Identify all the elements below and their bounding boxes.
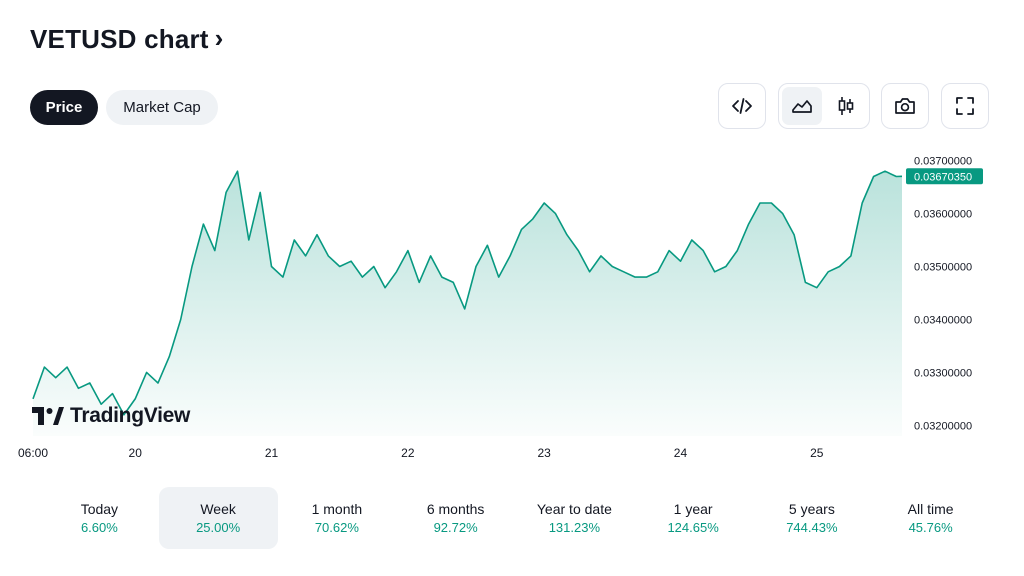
- period-change: 25.00%: [196, 520, 241, 535]
- period-label: Today: [80, 501, 119, 517]
- y-tick-label: 0.03200000: [914, 420, 972, 432]
- period-6-months[interactable]: 6 months 92.72%: [396, 487, 515, 549]
- period-label: 1 month: [311, 501, 363, 517]
- page-title-text: VETUSD chart: [30, 24, 209, 54]
- tradingview-logo-icon: [32, 407, 64, 425]
- camera-icon: [895, 98, 915, 114]
- period-1-year[interactable]: 1 year 124.65%: [634, 487, 753, 549]
- period-label: 5 years: [788, 501, 835, 517]
- chart-type-toggle: [778, 83, 870, 129]
- area-chart-icon: [792, 100, 812, 113]
- period-change: 45.76%: [908, 520, 953, 535]
- y-tick-label: 0.03700000: [914, 156, 972, 168]
- period-today[interactable]: Today 6.60%: [40, 487, 159, 549]
- x-tick-label: 06:00: [18, 446, 48, 460]
- period-year-to-date[interactable]: Year to date 131.23%: [515, 487, 634, 549]
- period-5-years[interactable]: 5 years 744.43%: [753, 487, 872, 549]
- screenshot-button[interactable]: [881, 83, 929, 129]
- period-change: 70.62%: [314, 520, 359, 535]
- x-tick-label: 23: [537, 446, 551, 460]
- x-tick-label: 22: [401, 446, 415, 460]
- last-price-marker: 0.03670350: [906, 168, 983, 185]
- period-selector: Today 6.60% Week 25.00% 1 month 70.62% 6…: [40, 487, 990, 549]
- tradingview-logo: TradingView: [32, 404, 190, 428]
- last-price-label: 0.03670350: [914, 171, 972, 183]
- tradingview-wordmark: TradingView: [70, 404, 191, 427]
- embed-code-icon: [732, 98, 752, 114]
- area-chart-button[interactable]: [782, 87, 822, 125]
- last-price-badge: [906, 168, 983, 185]
- period-label: All time: [907, 501, 954, 517]
- period-label: Year to date: [536, 501, 612, 517]
- candlestick-icon: [838, 97, 854, 115]
- x-tick-label: 25: [810, 446, 824, 460]
- y-tick-label: 0.03500000: [914, 262, 972, 274]
- tab-price-label: Price: [45, 99, 83, 116]
- y-tick-label: 0.03400000: [914, 314, 972, 326]
- period-change: 744.43%: [786, 520, 838, 535]
- period-week[interactable]: Week 25.00%: [158, 487, 278, 549]
- tab-price[interactable]: Price: [30, 90, 98, 125]
- price-area-fill: [33, 171, 902, 436]
- time-axis: 06:00 20 21 22 23 24 25: [18, 446, 824, 460]
- y-tick-label: 0.03600000: [914, 209, 972, 221]
- candlestick-button[interactable]: [826, 87, 866, 125]
- tab-market-cap-label: Market Cap: [123, 99, 201, 116]
- embed-code-button[interactable]: [718, 83, 766, 129]
- price-line: [32, 170, 903, 416]
- tab-market-cap[interactable]: Market Cap: [106, 90, 218, 125]
- price-chart[interactable]: 0.03700000 0.03600000 0.03500000 0.03400000…: [0, 140, 1024, 470]
- fullscreen-icon: [956, 97, 974, 115]
- page-title[interactable]: VETUSD chart ›: [30, 23, 224, 55]
- period-label: 1 year: [673, 501, 713, 517]
- y-tick-label: 0.03300000: [914, 367, 972, 379]
- period-all-time[interactable]: All time 45.76%: [871, 487, 990, 549]
- period-change: 124.65%: [667, 520, 719, 535]
- period-change: 6.60%: [80, 520, 118, 535]
- period-label: 6 months: [426, 501, 485, 517]
- price-axis: 0.03700000 0.03600000 0.03500000 0.03400000…: [914, 156, 972, 433]
- x-tick-label: 21: [265, 446, 279, 460]
- chevron-right-icon: ›: [214, 23, 224, 53]
- fullscreen-button[interactable]: [941, 83, 989, 129]
- x-tick-label: 20: [129, 446, 143, 460]
- x-tick-label: 24: [674, 446, 688, 460]
- period-label: Week: [200, 501, 236, 517]
- period-1-month[interactable]: 1 month 70.62%: [278, 487, 397, 549]
- period-change: 92.72%: [433, 520, 478, 535]
- period-change: 131.23%: [548, 520, 601, 535]
